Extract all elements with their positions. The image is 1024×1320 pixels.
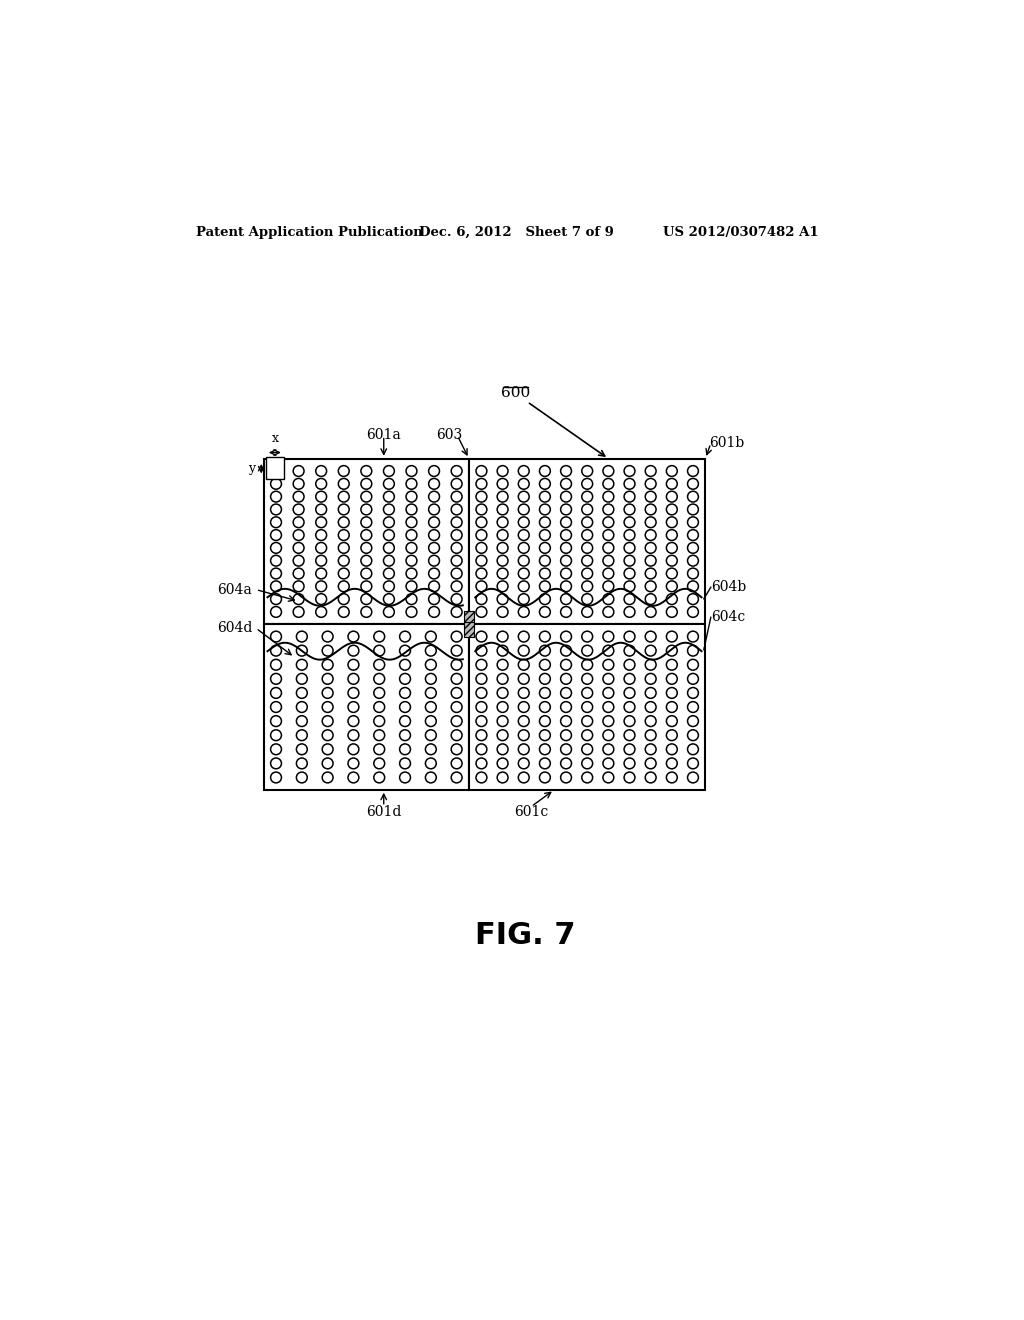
Text: Patent Application Publication: Patent Application Publication — [197, 226, 423, 239]
Bar — [266, 457, 284, 479]
Bar — [464, 611, 474, 627]
Text: y: y — [248, 462, 255, 475]
Text: 604d: 604d — [217, 622, 252, 635]
Bar — [469, 459, 706, 624]
Text: 604a: 604a — [217, 582, 252, 597]
Text: Dec. 6, 2012   Sheet 7 of 9: Dec. 6, 2012 Sheet 7 of 9 — [419, 226, 613, 239]
Text: 601a: 601a — [367, 428, 401, 442]
Text: FIG. 7: FIG. 7 — [474, 921, 575, 949]
Text: 604b: 604b — [711, 579, 746, 594]
Text: 604c: 604c — [711, 610, 745, 623]
Text: 600: 600 — [501, 385, 530, 400]
Bar — [263, 624, 469, 789]
Text: 601c: 601c — [514, 805, 548, 820]
Text: 601d: 601d — [366, 805, 401, 820]
Text: x: x — [271, 432, 279, 445]
Text: 603: 603 — [436, 428, 463, 442]
Text: US 2012/0307482 A1: US 2012/0307482 A1 — [663, 226, 818, 239]
Bar — [464, 622, 474, 638]
Bar — [263, 459, 469, 624]
Text: 601b: 601b — [710, 436, 744, 450]
Bar — [469, 624, 706, 789]
